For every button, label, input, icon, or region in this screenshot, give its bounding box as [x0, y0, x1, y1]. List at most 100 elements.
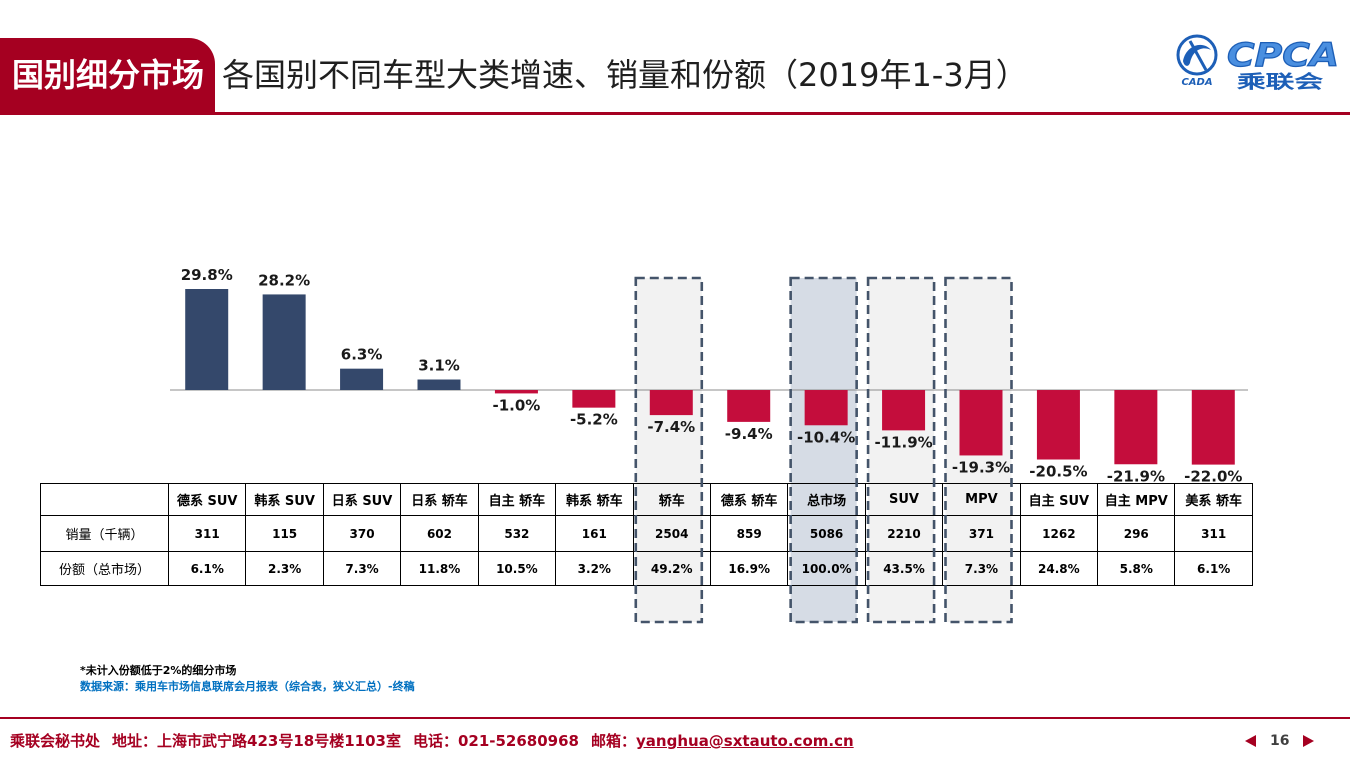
table-cell-sales-japanese-suv: 370	[322, 515, 402, 552]
table-header-japanese-suv: 日系 SUV	[322, 483, 402, 516]
segment-data-table: 德系 SUV 韩系 SUV 日系 SUV 日系 轿车 自主 轿车 韩系 轿车 轿车 德系 轿车…	[40, 483, 1253, 586]
table-cell-sales-domestic-sedan: 532	[477, 515, 557, 552]
table-corner-cell	[40, 483, 169, 516]
bar-german-suv	[185, 289, 229, 391]
table-cell-share-american-sedan: 6.1%	[1174, 551, 1253, 586]
triangle-left-icon	[1245, 735, 1256, 747]
table-cell-share-japanese-suv: 7.3%	[322, 551, 402, 586]
logo-emblem-text: CADA	[1181, 77, 1212, 88]
table-cell-sales-german-sedan: 859	[709, 515, 789, 552]
data-source: 数据来源：乘用车市场信息联席会月报表（综合表，狭义汇总）-终稿	[80, 680, 415, 693]
bar-japanese-suv	[340, 368, 384, 391]
table-header-german-sedan: 德系 轿车	[709, 483, 789, 516]
bar-domestic-mpv	[1114, 390, 1158, 465]
bar-suv	[882, 390, 926, 431]
table-cell-share-german-suv: 6.1%	[167, 551, 247, 586]
table-header-domestic-mpv: 自主 MPV	[1097, 483, 1176, 516]
table-header-mpv: MPV	[942, 483, 1021, 516]
table-cell-sales-american-sedan: 311	[1174, 515, 1253, 552]
table-row-label: 份额（总市场）	[40, 551, 169, 586]
table-cell-share-domestic-mpv: 5.8%	[1097, 551, 1176, 586]
logo-name: CPCA	[1227, 36, 1339, 74]
table-header-german-suv: 德系 SUV	[167, 483, 247, 516]
table-cell-sales-total-market: 5086	[787, 515, 866, 552]
footer-address: 地址：上海市武宁路423号18号楼1103室	[112, 732, 401, 750]
table-cell-sales-domestic-suv: 1262	[1019, 515, 1099, 552]
bar-sedan	[649, 390, 693, 416]
table-cell-share-domestic-suv: 24.8%	[1019, 551, 1099, 586]
bar-korean-sedan	[572, 390, 616, 408]
bars	[185, 289, 1235, 465]
bar-total-market	[804, 390, 848, 426]
bar-korean-suv	[262, 294, 306, 391]
table-cell-share-suv: 43.5%	[864, 551, 944, 586]
header-divider	[0, 112, 1350, 115]
table-cell-share-domestic-sedan: 10.5%	[477, 551, 557, 586]
chart-notes: *未计入份额低于2%的细分市场 数据来源：乘用车市场信息联席会月报表（综合表，狭…	[80, 663, 415, 695]
bar-label-suv: -11.9%	[874, 433, 932, 451]
table-cell-share-korean-sedan: 3.2%	[555, 551, 634, 586]
footer-phone: 电话：021-52680968	[412, 732, 579, 750]
bar-label-german-suv: 29.8%	[181, 266, 233, 284]
slide-navigation: 16	[1245, 731, 1315, 751]
table-cell-share-japanese-sedan: 11.8%	[400, 551, 479, 586]
table-header-domestic-suv: 自主 SUV	[1019, 483, 1099, 516]
table-cell-sales-mpv: 371	[942, 515, 1021, 552]
bar-label-japanese-suv: 6.3%	[341, 346, 383, 364]
cpca-logo: CADA CPCA 乘联会	[1176, 34, 1340, 93]
table-header-japanese-sedan: 日系 轿车	[400, 483, 479, 516]
bar-japanese-sedan	[417, 379, 461, 391]
bar-label-total-market: -10.4%	[797, 428, 855, 446]
table-cell-share-sedan: 49.2%	[632, 551, 711, 586]
cada-emblem-icon	[1176, 34, 1218, 76]
bar-label-japanese-sedan: 3.1%	[418, 357, 460, 375]
footnote: *未计入份额低于2%的细分市场	[80, 664, 237, 677]
bar-label-german-sedan: -9.4%	[725, 425, 773, 443]
table-header-suv: SUV	[864, 483, 944, 516]
footer-org: 乘联会秘书处	[10, 732, 101, 750]
prev-slide-button[interactable]	[1245, 731, 1256, 751]
table-cell-sales-korean-suv: 115	[245, 515, 324, 552]
section-badge: 国别细分市场	[0, 38, 215, 113]
bar-label-domestic-suv: -20.5%	[1029, 463, 1087, 481]
table-row-share: 份额（总市场） 6.1% 2.3% 7.3% 11.8% 10.5% 3.2% 49.2% 16…	[40, 551, 1253, 586]
page-number: 16	[1270, 733, 1290, 749]
footer-email-label: 邮箱：	[591, 732, 637, 750]
table-cell-share-korean-suv: 2.3%	[245, 551, 324, 586]
table-cell-sales-german-suv: 311	[167, 515, 247, 552]
table-cell-share-mpv: 7.3%	[942, 551, 1021, 586]
next-slide-button[interactable]	[1303, 731, 1315, 751]
bar-label-mpv: -19.3%	[952, 458, 1010, 476]
table-header-korean-sedan: 韩系 轿车	[555, 483, 634, 516]
footer-email-link[interactable]: yanghua@sxtauto.com.cn	[636, 732, 854, 750]
table-header-total-market: 总市场	[787, 483, 866, 516]
bar-label-domestic-sedan: -1.0%	[493, 396, 541, 414]
footer-divider	[0, 717, 1350, 719]
table-row-label: 销量（千辆）	[40, 515, 169, 552]
table-header-sedan: 轿车	[632, 483, 711, 516]
table-cell-share-total-market: 100.0%	[787, 551, 866, 586]
bar-value-labels: 29.8% 28.2% 6.3% 3.1% -1.0% -5.2% -7.4% -9.4% -1…	[181, 266, 1243, 486]
table-header-row: 德系 SUV 韩系 SUV 日系 SUV 日系 轿车 自主 轿车 韩系 轿车 轿车 德系 轿车…	[40, 483, 1253, 516]
bar-domestic-suv	[1036, 390, 1080, 460]
bar-mpv	[959, 390, 1003, 456]
table-cell-sales-sedan: 2504	[632, 515, 711, 552]
table-cell-share-german-sedan: 16.9%	[709, 551, 789, 586]
table-cell-sales-korean-sedan: 161	[555, 515, 634, 552]
bar-domestic-sedan	[494, 390, 538, 394]
footer-email-group: 邮箱： yanghua@sxtauto.com.cn	[591, 731, 854, 751]
bar-german-sedan	[727, 390, 771, 422]
bar-label-korean-sedan: -5.2%	[570, 411, 618, 429]
table-cell-sales-japanese-sedan: 602	[400, 515, 479, 552]
table-cell-sales-suv: 2210	[864, 515, 944, 552]
bar-label-korean-suv: 28.2%	[258, 271, 310, 289]
footer: 乘联会秘书处 地址：上海市武宁路423号18号楼1103室 电话：021-526…	[10, 731, 854, 751]
table-row-sales: 销量（千辆） 311 115 370 602 532 161 2504 859 5086 2210 3…	[40, 515, 1253, 552]
table-cell-sales-domestic-mpv: 296	[1097, 515, 1176, 552]
table-header-korean-suv: 韩系 SUV	[245, 483, 324, 516]
table-header-domestic-sedan: 自主 轿车	[477, 483, 557, 516]
logo-name-cn: 乘联会	[1235, 71, 1323, 93]
bar-label-sedan: -7.4%	[647, 418, 695, 436]
bar-american-sedan	[1191, 390, 1235, 465]
table-header-american-sedan: 美系 轿车	[1174, 483, 1253, 516]
